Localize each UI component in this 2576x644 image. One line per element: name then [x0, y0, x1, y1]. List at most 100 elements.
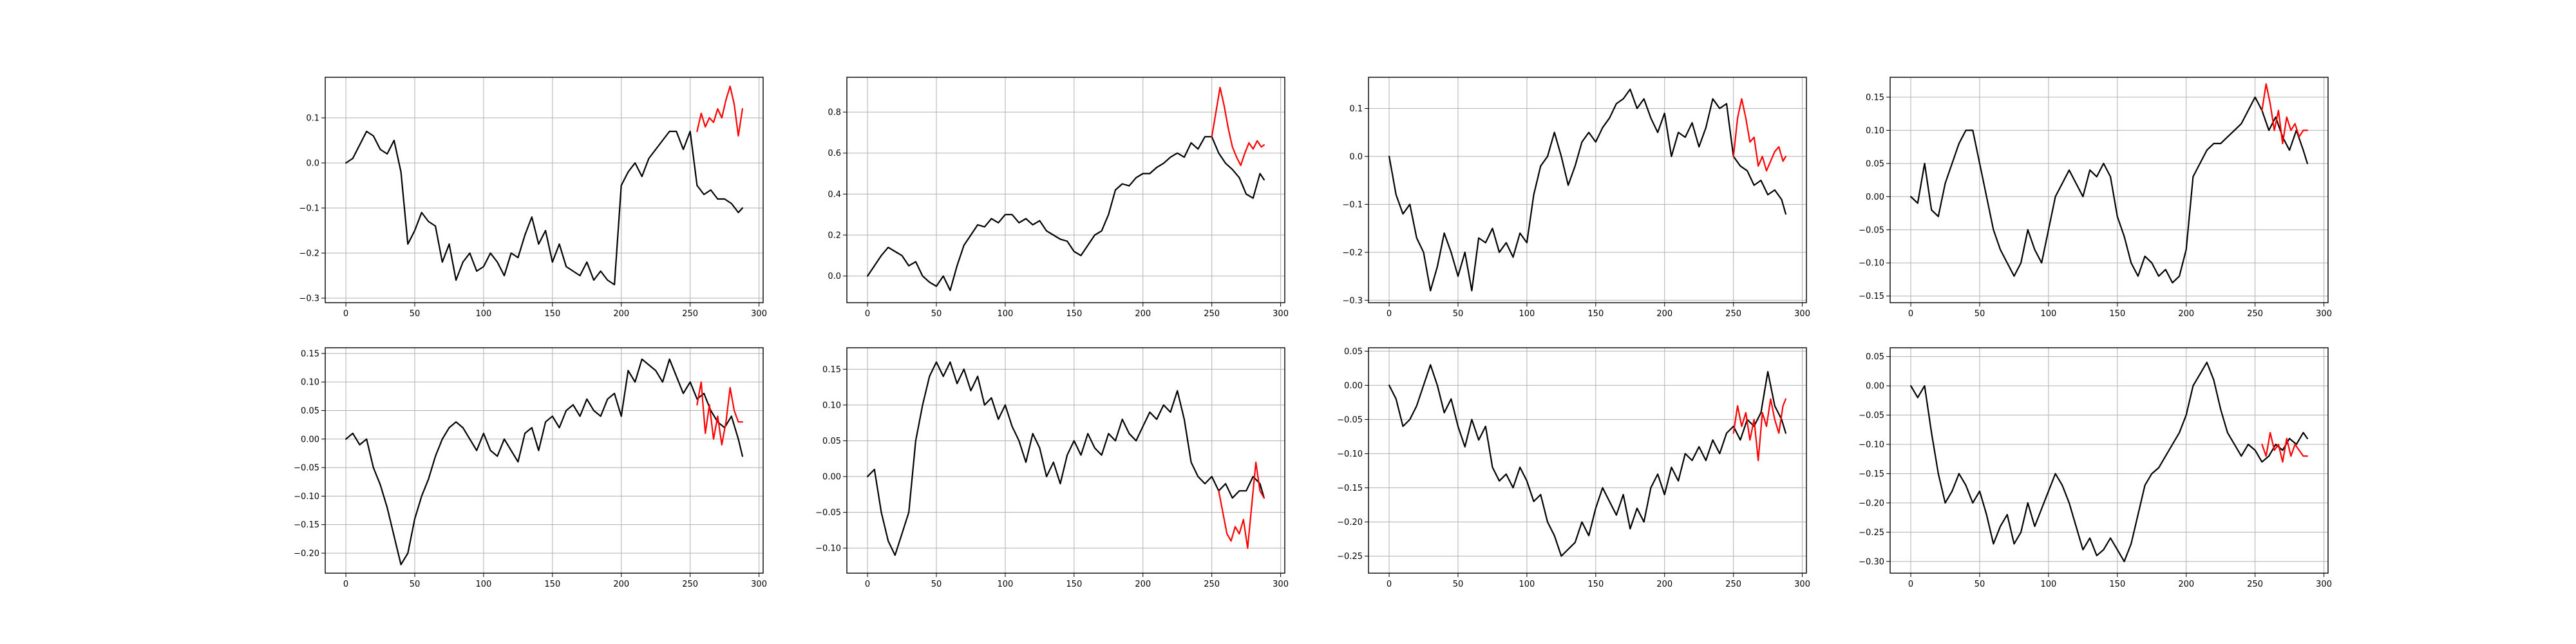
x-tick-label: 300: [1794, 309, 1810, 319]
y-tick-label: −0.2: [299, 249, 319, 259]
x-tick-label: 250: [1725, 580, 1741, 589]
x-tick-label: 50: [1975, 309, 1985, 319]
y-tick-label: 0.0: [306, 159, 319, 169]
x-tick-label: 50: [1453, 309, 1464, 319]
x-tick-label: 150: [2109, 309, 2125, 319]
y-tick-label: 0.00: [1866, 193, 1884, 202]
x-tick-label: 250: [682, 309, 698, 319]
y-tick-label: −0.10: [815, 544, 841, 554]
grid: [847, 77, 1285, 303]
series-actual-line: [866, 361, 1265, 556]
series-actual-line: [866, 136, 1265, 291]
subplot-6: 0 50 100 150 200 250 300 −0.10 −0.05 0.00 0.05 0.10…: [815, 347, 1289, 589]
y-tick-label: −0.05: [1859, 225, 1884, 235]
x-tick-label: 50: [410, 309, 421, 319]
grid: [1890, 348, 2328, 573]
subplot-1: 0 50 100 150 200 250 300 −0.3 −0.2 −0.1 0.0 0.1: [299, 77, 767, 319]
x-tick-label: 300: [1273, 309, 1289, 319]
series-prediction-line: [1211, 86, 1265, 166]
y-tick-label: 0.00: [1344, 381, 1363, 391]
y-tick-label: −0.25: [1859, 528, 1884, 538]
x-tick-label: 200: [1135, 580, 1151, 589]
y-tick-label: 0.10: [1866, 126, 1884, 136]
x-tick-label: 150: [1587, 580, 1604, 589]
x-tick-label: 250: [1204, 309, 1220, 319]
y-tick-label: −0.1: [299, 204, 319, 214]
y-tick-label: −0.2: [1342, 248, 1363, 258]
axes-frame: [1368, 347, 1807, 574]
x-tick-label: 300: [2316, 309, 2332, 319]
grid: [325, 77, 763, 303]
x-tick-label: 100: [475, 309, 491, 319]
y-tick-label: 0.15: [822, 365, 841, 375]
y-tick-label: −0.30: [1859, 557, 1884, 567]
axes-frame: [1889, 347, 2329, 574]
x-tick-label: 100: [2040, 309, 2056, 319]
x-tick-label: 50: [931, 309, 942, 319]
x-tick-label: 200: [613, 309, 629, 319]
series-actual-line: [1388, 364, 1787, 557]
x-tick-label: 250: [682, 580, 698, 589]
x-tick-label: 300: [1273, 580, 1289, 589]
series-prediction-line: [696, 85, 744, 137]
x-tick-label: 200: [1656, 309, 1672, 319]
subplot-3-svg: 0 50 100 150 200 250 300 −0.3 −0.2 −0.1 0.0 0.1: [1342, 77, 1810, 319]
series-prediction-line: [1732, 398, 1787, 462]
y-tick-label: 0.4: [828, 190, 841, 200]
subplot-1-svg: 0 50 100 150 200 250 300 −0.3 −0.2 −0.1 0.0 0.1: [299, 77, 767, 319]
y-tick-label: 0.15: [1866, 93, 1884, 102]
x-tick-label: 150: [1066, 309, 1082, 319]
x-tick-label: 100: [1519, 580, 1535, 589]
x-tick-label: 200: [1135, 309, 1151, 319]
y-tick-label: 0.10: [301, 378, 319, 388]
x-tick-label: 50: [1975, 580, 1985, 589]
subplot-5-svg: 0 50 100 150 200 250 300 −0.20 −0.15 −0.10 −0.05 0.…: [294, 347, 767, 589]
x-tick-label: 250: [1725, 309, 1741, 319]
y-tick-label: −0.15: [1859, 469, 1884, 479]
subplot-3: 0 50 100 150 200 250 300 −0.3 −0.2 −0.1 0.0 0.1: [1342, 77, 1810, 319]
y-tick-label: −0.05: [1859, 411, 1884, 421]
axes-frame: [846, 77, 1285, 303]
x-tick-label: 0: [343, 309, 348, 319]
y-tick-label: −0.3: [1342, 296, 1363, 306]
series-actual-line: [345, 358, 744, 565]
subplot-8-svg: 0 50 100 150 200 250 300 −0.30 −0.25 −0.20 −0.15 −0…: [1859, 347, 2332, 589]
x-tick-label: 200: [2178, 309, 2194, 319]
y-tick-label: 0.05: [1866, 352, 1884, 362]
subplot-4: 0 50 100 150 200 250 300 −0.15 −0.10 −0.05 0.00 0.0…: [1859, 77, 2332, 319]
x-tick-label: 0: [865, 580, 870, 589]
x-tick-label: 300: [1794, 580, 1810, 589]
x-tick-label: 0: [1387, 580, 1392, 589]
y-tick-label: 0.05: [1866, 159, 1884, 169]
x-tick-label: 0: [865, 309, 870, 319]
grid: [325, 348, 763, 573]
y-tick-label: 0.00: [822, 473, 841, 482]
grid: [1368, 348, 1806, 573]
y-tick-label: 0.00: [301, 435, 319, 444]
subplot-7-svg: 0 50 100 150 200 250 300 −0.25 −0.20 −0.15 −0.10 −0…: [1337, 347, 1810, 589]
x-tick-label: 150: [544, 580, 560, 589]
x-tick-label: 0: [343, 580, 348, 589]
x-tick-label: 150: [1587, 309, 1604, 319]
y-tick-label: 0.00: [1866, 382, 1884, 392]
x-tick-label: 150: [2109, 580, 2125, 589]
axes-frame: [325, 77, 764, 303]
subplot-4-svg: 0 50 100 150 200 250 300 −0.15 −0.10 −0.05 0.00 0.0…: [1859, 77, 2332, 319]
x-tick-label: 0: [1387, 309, 1392, 319]
y-tick-label: −0.25: [1337, 552, 1363, 562]
y-tick-label: −0.15: [1859, 292, 1884, 301]
x-tick-label: 300: [2316, 580, 2332, 589]
x-tick-label: 250: [2247, 309, 2263, 319]
x-tick-label: 300: [751, 309, 767, 319]
y-tick-label: 0.1: [306, 114, 319, 124]
y-tick-label: 0.0: [828, 272, 841, 281]
x-tick-label: 100: [997, 309, 1013, 319]
y-tick-label: 0.05: [301, 406, 319, 416]
x-tick-label: 150: [544, 309, 560, 319]
series-actual-line: [1909, 361, 2309, 562]
axes-frame: [1889, 77, 2329, 303]
grid: [1368, 77, 1806, 303]
x-tick-label: 300: [751, 580, 767, 589]
series-prediction-line: [1732, 98, 1787, 172]
